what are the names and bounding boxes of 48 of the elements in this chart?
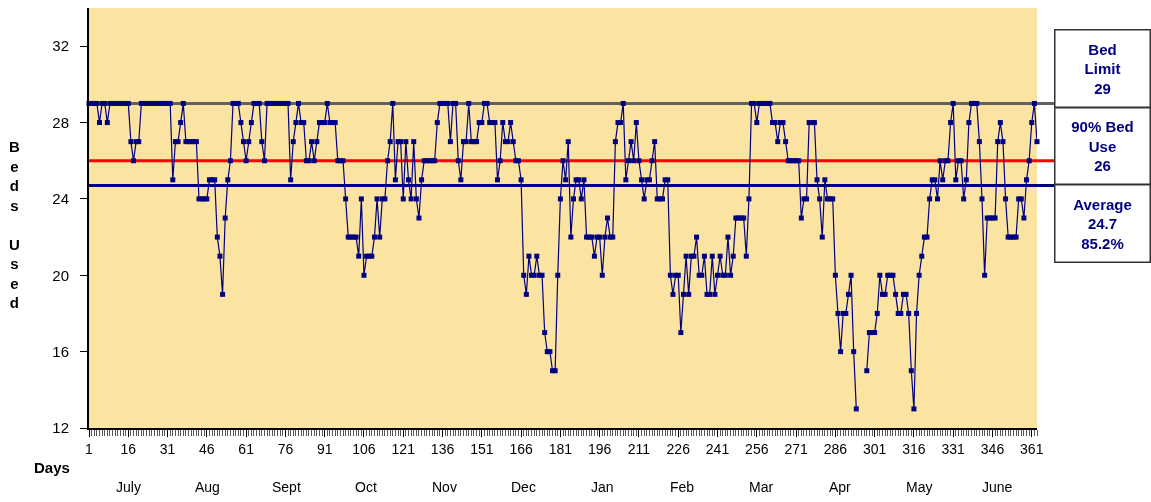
x-tick-label: 256 xyxy=(745,440,769,457)
x-tick-label: 181 xyxy=(548,440,573,457)
x-axis-title: Days xyxy=(34,459,70,476)
text: Sept xyxy=(272,479,301,495)
x-tick-label: 121 xyxy=(391,440,416,457)
x-tick-label: 346 xyxy=(980,440,1005,457)
y-tick-label: 12 xyxy=(52,419,69,437)
x-tick-label: 211 xyxy=(627,440,651,457)
x-tick-label: 316 xyxy=(902,440,926,457)
x-tick-label: 361 xyxy=(1020,440,1044,457)
ref-line-label: Average 24.7 85.2% xyxy=(1073,195,1132,252)
x-tick-label: 241 xyxy=(705,440,730,457)
x-tick-label: 1 xyxy=(85,440,94,457)
text: Jan xyxy=(591,479,614,495)
text: July xyxy=(116,479,141,495)
text: Nov xyxy=(432,479,457,495)
x-tick-label: 31 xyxy=(159,440,176,457)
x-tick-label: 226 xyxy=(666,440,691,457)
y-tick-label: 32 xyxy=(52,37,69,55)
x-tick-label: 16 xyxy=(120,440,137,457)
x-tick-label: 151 xyxy=(470,440,494,457)
text: Feb xyxy=(670,479,695,495)
text: Aug xyxy=(195,479,220,495)
text: May xyxy=(906,479,933,495)
text: Dec xyxy=(511,479,536,495)
x-tick-label: 91 xyxy=(316,440,333,457)
y-tick-label: 16 xyxy=(52,342,69,360)
x-tick-label: 286 xyxy=(823,440,848,457)
x-tick-label: 271 xyxy=(784,440,808,457)
x-tick-label: 76 xyxy=(277,440,294,457)
x-tick-label: 166 xyxy=(509,440,533,457)
x-tick-label: 61 xyxy=(238,440,255,457)
text: Mar xyxy=(749,479,774,495)
x-tick-label: 301 xyxy=(862,440,887,457)
x-tick-label: 331 xyxy=(941,440,966,457)
text: Beds Used xyxy=(9,138,20,311)
x-tick-label: 106 xyxy=(352,440,376,457)
x-tick-label: 136 xyxy=(430,440,455,457)
y-tick-label: 28 xyxy=(52,113,69,131)
y-tick-label: 24 xyxy=(52,190,69,208)
text: June xyxy=(982,479,1013,495)
text: Apr xyxy=(829,479,852,495)
y-tick-label: 20 xyxy=(52,266,69,284)
x-tick-label: 46 xyxy=(199,440,215,457)
x-tick-label: 196 xyxy=(587,440,612,457)
ref-line-label: Bed Limit 29 xyxy=(1084,40,1121,97)
text: Oct xyxy=(355,479,377,495)
ref-line-label: 90% Bed Use 26 xyxy=(1071,118,1134,174)
